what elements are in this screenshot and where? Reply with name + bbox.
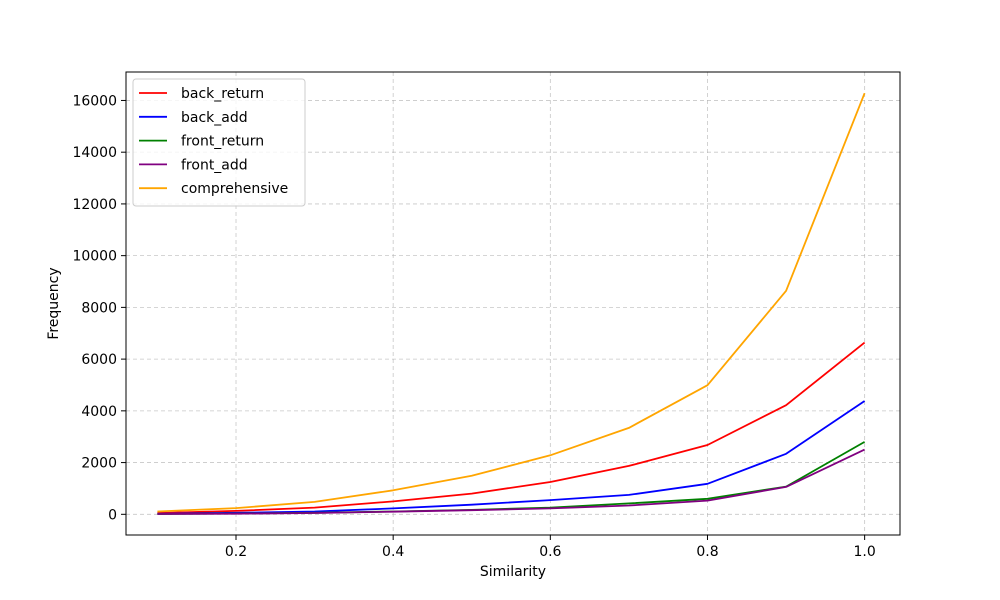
y-tick-label: 14000: [72, 145, 117, 161]
series-line-front-add: [157, 448, 865, 515]
x-tick-label: 0.4: [382, 544, 404, 560]
y-axis-label: Frequency: [46, 267, 62, 339]
y-tick-label: 8000: [81, 300, 117, 316]
legend-label-front-add: front_add: [181, 157, 248, 173]
x-tick-label: 0.6: [539, 544, 561, 560]
series-line-comprehensive: [157, 92, 866, 513]
legend-label-back-return: back_return: [181, 86, 264, 102]
series-line-back-add: [157, 400, 866, 515]
series-line-back-return: [157, 341, 866, 514]
x-tick-label: 1.0: [854, 544, 876, 560]
plot-area-frame: [125, 71, 901, 536]
y-tick-label: 10000: [72, 249, 117, 265]
x-tick-label: 0.2: [225, 544, 247, 560]
legend-label-back-add: back_add: [181, 110, 248, 126]
legend-box: [132, 78, 306, 207]
y-tick-label: 16000: [72, 93, 117, 109]
legend-label-front-return: front_return: [181, 134, 264, 150]
series-lines: [157, 92, 866, 515]
y-tick-label: 6000: [81, 352, 117, 368]
y-tick-label: 4000: [81, 404, 117, 420]
legend: back_return back_add front_return front_add…: [132, 78, 306, 207]
y-tick-label: 2000: [81, 456, 117, 472]
x-tick-label: 0.8: [696, 544, 718, 560]
y-tick-label: 12000: [72, 197, 117, 213]
x-axis-label: Similarity: [480, 564, 546, 580]
y-tick-label: 0: [108, 507, 117, 523]
axis-ticks: 0.2 0.4 0.6 0.8 1.0 0 2000 4000 6000 8000 10000 120…: [72, 93, 875, 560]
legend-label-comprehensive: comprehensive: [181, 181, 288, 197]
